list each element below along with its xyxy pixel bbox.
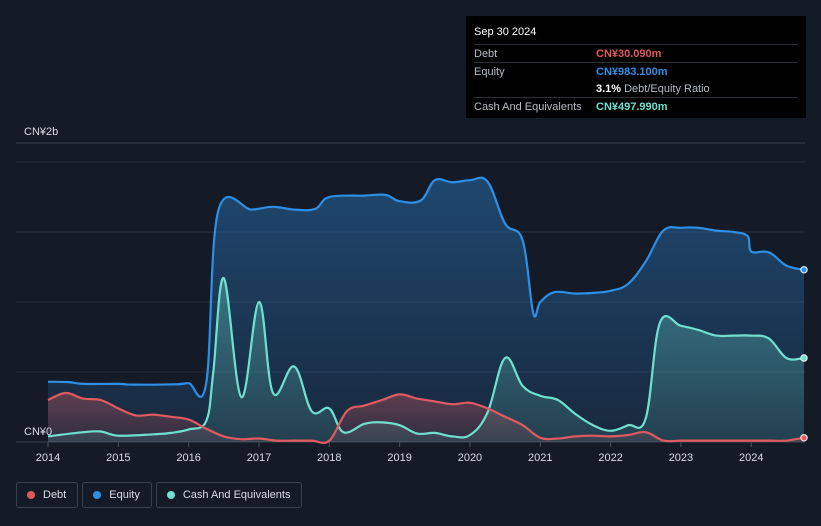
tooltip-label-cash: Cash And Equivalents bbox=[474, 100, 582, 113]
tooltip-value-debt: CN¥30.090m bbox=[596, 47, 662, 60]
cash-dot-icon bbox=[166, 491, 175, 499]
tooltip-row-equity: Equity CN¥983.100m bbox=[474, 62, 798, 80]
legend-label-cash: Cash And Equivalents bbox=[182, 489, 291, 501]
cash-area bbox=[48, 277, 804, 442]
equity-endpoint bbox=[800, 266, 808, 274]
x-tick-label: 2015 bbox=[106, 452, 130, 464]
legend-item-equity[interactable]: Equity bbox=[82, 482, 152, 508]
tooltip-panel: Sep 30 2024 Debt CN¥30.090m Equity CN¥98… bbox=[466, 16, 806, 118]
tooltip-value-cash: CN¥497.990m bbox=[596, 100, 668, 113]
debt-endpoint bbox=[800, 434, 808, 442]
series-endpoints bbox=[800, 266, 808, 442]
x-tick-label: 2017 bbox=[247, 452, 271, 464]
debt-area bbox=[48, 392, 804, 443]
debt-line bbox=[47, 391, 805, 445]
tooltip-row-cash: Cash And Equivalents CN¥497.990m bbox=[474, 97, 798, 115]
x-tick-label: 2016 bbox=[176, 452, 200, 464]
series-areas bbox=[48, 177, 804, 443]
equity-dot-icon bbox=[93, 491, 102, 499]
legend-label-equity: Equity bbox=[109, 489, 140, 501]
tooltip-row-ratio: 3.1% Debt/Equity Ratio bbox=[474, 80, 798, 97]
debt-dot-icon bbox=[27, 491, 35, 499]
cash-line bbox=[47, 277, 805, 439]
equity-line bbox=[47, 176, 805, 399]
x-tick-label: 2024 bbox=[739, 452, 763, 464]
x-tick-label: 2023 bbox=[669, 452, 693, 464]
x-tick-label: 2019 bbox=[387, 452, 411, 464]
x-tick-label: 2021 bbox=[528, 452, 552, 464]
y-axis-min-label: CN¥0 bbox=[24, 426, 52, 438]
legend: Debt Equity Cash And Equivalents bbox=[16, 482, 303, 508]
tooltip-label-equity: Equity bbox=[474, 65, 505, 78]
legend-item-debt[interactable]: Debt bbox=[16, 482, 79, 508]
x-tick-label: 2018 bbox=[317, 452, 341, 464]
y-axis-max-label: CN¥2b bbox=[24, 126, 58, 138]
tooltip-row-debt: Debt CN¥30.090m bbox=[474, 44, 798, 62]
tooltip-date: Sep 30 2024 bbox=[474, 26, 537, 38]
x-tick-label: 2020 bbox=[458, 452, 482, 464]
series-lines bbox=[47, 176, 805, 445]
tooltip-ratio-value: 3.1% bbox=[596, 82, 622, 95]
x-tick-label: 2022 bbox=[598, 452, 622, 464]
legend-item-cash[interactable]: Cash And Equivalents bbox=[155, 482, 303, 508]
x-axis: 2014 2015 2016 2017 2018 2019 2020 2021 2022 2023… bbox=[36, 442, 763, 464]
tooltip-value-equity: CN¥983.100m bbox=[596, 65, 668, 78]
x-tick-label: 2014 bbox=[36, 452, 60, 464]
tooltip-ratio-label: Debt/Equity Ratio bbox=[624, 82, 710, 95]
tooltip-label-debt: Debt bbox=[474, 47, 498, 60]
legend-label-debt: Debt bbox=[43, 489, 67, 501]
cash-endpoint bbox=[800, 354, 808, 362]
